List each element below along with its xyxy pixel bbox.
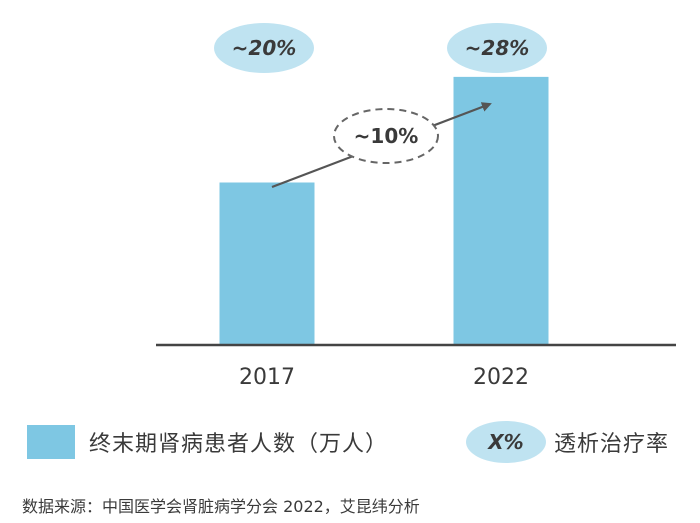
rate-ellipse-2022	[447, 23, 547, 73]
legend-rate-label: 透析治疗率	[554, 432, 670, 457]
legend-bar-label: 终末期肾病患者人数（万人）	[89, 432, 389, 457]
legend-bar-entry: 终末期肾病患者人数（万人）	[27, 424, 388, 460]
rate-label-2017: ~20%	[232, 36, 297, 60]
rate-label-2022: ~28%	[465, 36, 530, 60]
growth-ellipse	[333, 108, 439, 164]
legend-rate-entry: X% 透析治疗率	[466, 420, 669, 464]
x-tick-label-2017: 2017	[239, 365, 295, 390]
data-source-note: 数据来源：中国医学会肾脏病学分会 2022，艾昆纬分析	[22, 497, 420, 516]
chart-area: 2017 2022 ~20% ~28% ~10%	[156, 23, 676, 390]
rate-ellipse-2017	[214, 23, 314, 73]
legend-swatch	[27, 425, 75, 459]
bar-2022	[453, 76, 549, 345]
legend-ellipse-sample: X%	[466, 421, 546, 463]
x-tick-label-2022: 2022	[473, 365, 529, 390]
bar-2017	[219, 182, 315, 345]
growth-label: ~10%	[354, 124, 419, 148]
